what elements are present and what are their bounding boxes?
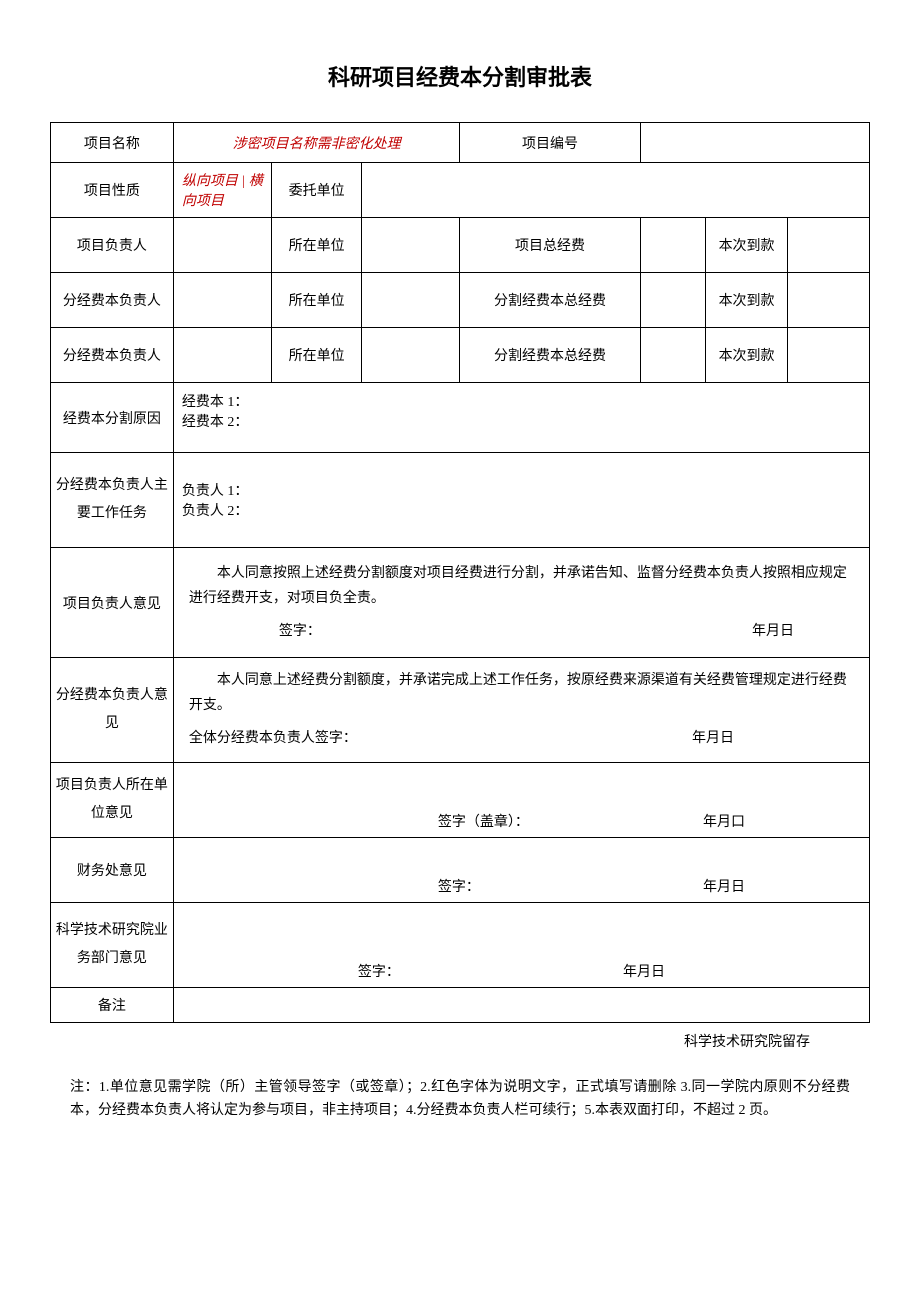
value-sub-leader-2 bbox=[173, 328, 271, 383]
label-split-fund-2: 分割经费本总经费 bbox=[460, 328, 640, 383]
value-entrust-unit bbox=[362, 163, 870, 218]
finance-opinion-block: 签字： 年月日 bbox=[173, 837, 869, 902]
value-this-pay-3 bbox=[788, 328, 870, 383]
label-project-name: 项目名称 bbox=[51, 123, 174, 163]
value-unit-1 bbox=[362, 218, 460, 273]
value-remark bbox=[173, 987, 869, 1022]
label-entrust-unit: 委托单位 bbox=[272, 163, 362, 218]
label-remark: 备注 bbox=[51, 987, 174, 1022]
label-leader-opinion: 项目负责人意见 bbox=[51, 548, 174, 658]
label-unit-1: 所在单位 bbox=[272, 218, 362, 273]
research-sig-label: 签字： bbox=[358, 961, 400, 981]
approval-table: 项目名称 涉密项目名称需非密化处理 项目编号 项目性质 纵向项目 | 横向项目 … bbox=[50, 122, 870, 1023]
label-this-pay-3: 本次到款 bbox=[706, 328, 788, 383]
label-this-pay-1: 本次到款 bbox=[706, 218, 788, 273]
notes-text: 注：1.单位意见需学院（所）主管领导签字（或签章）；2.红色字体为说明文字，正式… bbox=[50, 1076, 870, 1124]
value-split-reason: 经费本 1： 经费本 2： bbox=[173, 383, 869, 453]
unit-sig-label: 签字（盖章）： bbox=[438, 811, 529, 831]
value-project-leader bbox=[173, 218, 271, 273]
leader-date-label: 年月日 bbox=[752, 619, 794, 644]
task-line-2: 负责人 2： bbox=[182, 500, 865, 520]
document-title: 科研项目经费本分割审批表 bbox=[50, 60, 870, 92]
leader-opinion-block: 本人同意按照上述经费分割额度对项目经费进行分割，并承诺告知、监督分经费本负责人按… bbox=[173, 548, 869, 658]
label-work-task: 分经费本负责人主要工作任务 bbox=[51, 453, 174, 548]
leader-sig-label: 签字： bbox=[279, 619, 321, 644]
value-total-fund bbox=[640, 218, 706, 273]
reason-line-2: 经费本 2： bbox=[182, 411, 865, 431]
label-unit-2: 所在单位 bbox=[272, 273, 362, 328]
hint-project-name: 涉密项目名称需非密化处理 bbox=[173, 123, 460, 163]
value-sub-leader-1 bbox=[173, 273, 271, 328]
leader-opinion-text: 本人同意按照上述经费分割额度对项目经费进行分割，并承诺告知、监督分经费本负责人按… bbox=[189, 561, 854, 611]
sub-opinion-text: 本人同意上述经费分割额度，并承诺完成上述工作任务，按原经费来源渠道有关经费管理规… bbox=[189, 668, 854, 718]
finance-date-label: 年月日 bbox=[703, 876, 745, 896]
finance-sig-label: 签字： bbox=[438, 876, 480, 896]
label-split-reason: 经费本分割原因 bbox=[51, 383, 174, 453]
label-project-leader: 项目负责人 bbox=[51, 218, 174, 273]
label-project-nature: 项目性质 bbox=[51, 163, 174, 218]
label-finance-opinion: 财务处意见 bbox=[51, 837, 174, 902]
label-research-opinion: 科学技术研究院业务部门意见 bbox=[51, 902, 174, 987]
sub-date-label: 年月日 bbox=[692, 726, 734, 751]
sub-sig-label: 全体分经费本负责人签字： bbox=[189, 726, 357, 751]
task-line-1: 负责人 1： bbox=[182, 480, 865, 500]
label-sub-leader-2: 分经费本负责人 bbox=[51, 328, 174, 383]
value-work-task: 负责人 1： 负责人 2： bbox=[173, 453, 869, 548]
label-split-fund-1: 分割经费本总经费 bbox=[460, 273, 640, 328]
label-unit-3: 所在单位 bbox=[272, 328, 362, 383]
value-this-pay-2 bbox=[788, 273, 870, 328]
value-unit-3 bbox=[362, 328, 460, 383]
label-project-number: 项目编号 bbox=[460, 123, 640, 163]
hint-project-nature: 纵向项目 | 横向项目 bbox=[173, 163, 271, 218]
value-project-number bbox=[640, 123, 869, 163]
unit-opinion-block: 签字（盖章）： 年月口 bbox=[173, 762, 869, 837]
value-split-fund-2 bbox=[640, 328, 706, 383]
research-date-label: 年月日 bbox=[623, 961, 665, 981]
footer-text: 科学技术研究院留存 bbox=[50, 1031, 870, 1051]
label-sub-leader-1: 分经费本负责人 bbox=[51, 273, 174, 328]
value-split-fund-1 bbox=[640, 273, 706, 328]
unit-date-label: 年月口 bbox=[703, 811, 745, 831]
value-this-pay-1 bbox=[788, 218, 870, 273]
value-unit-2 bbox=[362, 273, 460, 328]
label-sub-opinion: 分经费本负责人意见 bbox=[51, 658, 174, 763]
reason-line-1: 经费本 1： bbox=[182, 391, 865, 411]
sub-opinion-block: 本人同意上述经费分割额度，并承诺完成上述工作任务，按原经费来源渠道有关经费管理规… bbox=[173, 658, 869, 763]
label-total-fund: 项目总经费 bbox=[460, 218, 640, 273]
research-opinion-block: 签字： 年月日 bbox=[173, 902, 869, 987]
label-this-pay-2: 本次到款 bbox=[706, 273, 788, 328]
label-unit-opinion: 项目负责人所在单位意见 bbox=[51, 762, 174, 837]
